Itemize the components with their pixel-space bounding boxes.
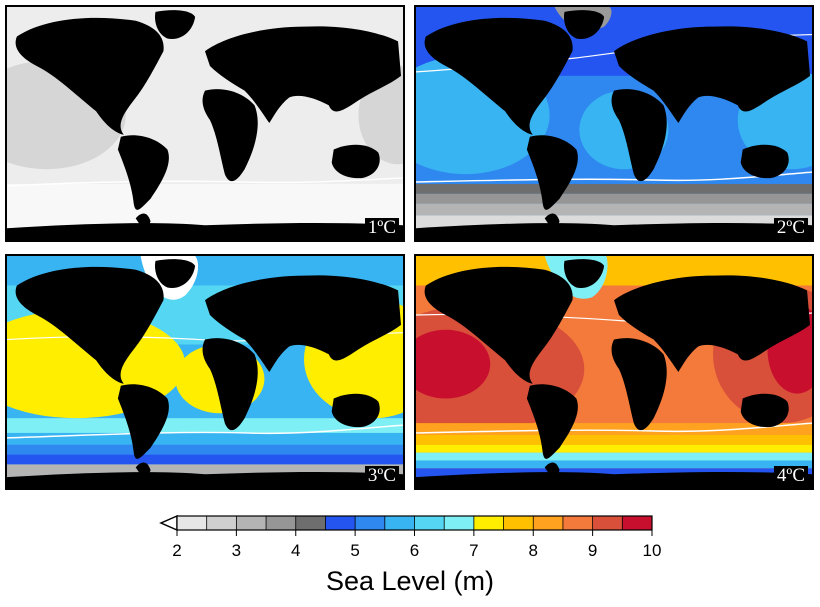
colorbar-tick-label: 4	[291, 541, 300, 560]
colorbar-swatch	[444, 516, 475, 530]
colorbar-swatch	[236, 516, 267, 530]
colorbar-tick-label: 8	[529, 541, 538, 560]
colorbar-tick-label: 10	[643, 541, 662, 560]
colorbar-swatch	[622, 516, 653, 530]
colorbar-swatch	[562, 516, 593, 530]
colorbar-swatch	[473, 516, 504, 530]
map-4c	[416, 256, 812, 488]
colorbar-swatch	[533, 516, 564, 530]
panel-label-2c: 2ºC	[773, 218, 808, 238]
colorbar-swatch	[384, 516, 415, 530]
colorbar-tick-label: 7	[469, 541, 478, 560]
colorbar-swatch	[592, 516, 623, 530]
colorbar-tick-label: 6	[410, 541, 419, 560]
colorbar-ticks: 2 3 4 5 6 7 8 9 10	[172, 530, 661, 560]
colorbar-tick-label: 3	[232, 541, 241, 560]
colorbar-swatch	[295, 516, 326, 530]
colorbar-tick-label: 9	[588, 541, 597, 560]
colorbar-swatch	[503, 516, 534, 530]
colorbar-swatch	[355, 516, 386, 530]
map-panel-2c: 2ºC	[414, 5, 814, 242]
colorbar-title: Sea Level (m)	[325, 566, 495, 596]
map-2c	[416, 7, 812, 240]
panel-label-4c: 4ºC	[773, 466, 808, 486]
colorbar-swatches	[159, 514, 653, 532]
colorbar-swatch	[266, 516, 297, 530]
colorbar-swatch	[325, 516, 356, 530]
colorbar-swatch	[414, 516, 445, 530]
colorbar-swatch	[177, 516, 207, 530]
colorbar-swatch	[206, 516, 237, 530]
map-3c	[7, 256, 403, 488]
panel-label-1c: 1ºC	[364, 218, 399, 238]
map-panel-3c: 3ºC	[5, 254, 405, 490]
colorbar-frame	[176, 515, 653, 531]
colorbar-min-arrow	[159, 514, 178, 532]
map-1c	[7, 7, 403, 240]
colorbar-tick-label: 2	[172, 541, 181, 560]
map-panel-4c: 4ºC	[414, 254, 814, 490]
panel-label-3c: 3ºC	[364, 466, 399, 486]
map-panel-1c: 1ºC	[5, 5, 405, 242]
colorbar-tick-label: 5	[350, 541, 359, 560]
